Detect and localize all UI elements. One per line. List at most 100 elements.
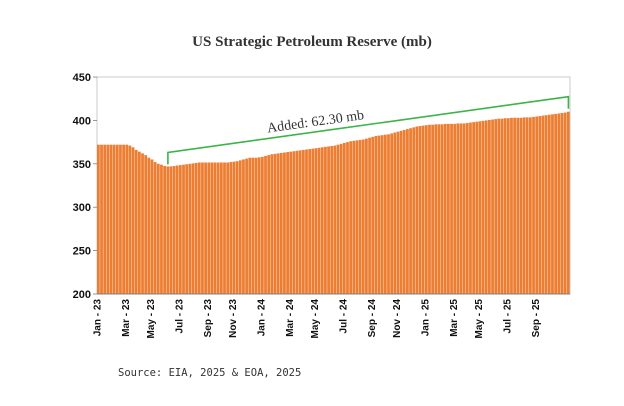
bar bbox=[147, 157, 151, 294]
bar bbox=[560, 113, 564, 295]
bar bbox=[383, 134, 387, 294]
bar bbox=[226, 162, 230, 294]
x-tick-label: Nov - 23 bbox=[228, 299, 239, 338]
bar bbox=[488, 119, 491, 294]
x-tick-label: Sep - 25 bbox=[531, 299, 542, 338]
bar bbox=[314, 148, 318, 294]
bar bbox=[406, 129, 409, 294]
bar bbox=[330, 146, 334, 294]
bar bbox=[295, 150, 299, 294]
bar bbox=[525, 117, 529, 294]
bar bbox=[242, 159, 245, 294]
bar bbox=[352, 140, 356, 294]
bar bbox=[122, 144, 125, 294]
bar bbox=[279, 152, 283, 294]
bar bbox=[333, 145, 337, 294]
bar bbox=[481, 120, 485, 294]
bar bbox=[365, 138, 368, 294]
bar bbox=[535, 116, 539, 295]
bar bbox=[374, 136, 378, 294]
bar-series bbox=[97, 111, 570, 295]
bar bbox=[260, 156, 264, 294]
bar bbox=[516, 117, 520, 294]
bar bbox=[371, 136, 375, 294]
x-tick-label: Jan - 25 bbox=[421, 299, 432, 337]
bar bbox=[469, 122, 472, 294]
bar bbox=[197, 162, 201, 294]
bar bbox=[497, 118, 501, 294]
x-tick-label: May - 24 bbox=[310, 299, 321, 339]
bar bbox=[547, 114, 551, 294]
bar bbox=[172, 165, 176, 294]
bar bbox=[320, 147, 324, 294]
bar bbox=[349, 141, 353, 294]
bar bbox=[292, 151, 296, 294]
bar bbox=[462, 123, 466, 294]
bar bbox=[437, 124, 441, 294]
bar bbox=[399, 130, 403, 294]
bar bbox=[412, 127, 416, 294]
bar bbox=[434, 124, 438, 294]
bar bbox=[119, 144, 122, 294]
bar bbox=[229, 162, 233, 294]
bar bbox=[267, 155, 271, 294]
bar bbox=[557, 113, 561, 295]
bar bbox=[450, 123, 453, 295]
x-tick-label: Jul - 25 bbox=[503, 299, 514, 334]
bar bbox=[270, 154, 274, 294]
bar bbox=[201, 162, 204, 294]
bar bbox=[308, 149, 312, 294]
bar bbox=[544, 115, 548, 294]
bar bbox=[346, 142, 349, 294]
bar bbox=[178, 165, 182, 294]
bar bbox=[554, 113, 557, 294]
bar bbox=[402, 129, 406, 294]
bar bbox=[541, 115, 545, 294]
bar bbox=[500, 118, 504, 294]
bar bbox=[409, 128, 412, 294]
bar bbox=[248, 157, 252, 294]
x-tick-label: May - 23 bbox=[146, 299, 157, 339]
bar bbox=[513, 117, 517, 294]
bar bbox=[185, 164, 189, 294]
bar bbox=[182, 164, 185, 294]
bar bbox=[358, 139, 362, 294]
bar bbox=[286, 152, 289, 294]
bar bbox=[532, 116, 535, 295]
bar bbox=[207, 162, 211, 294]
bar bbox=[251, 157, 255, 294]
bar bbox=[456, 123, 460, 294]
bar bbox=[273, 153, 277, 294]
bar bbox=[522, 117, 526, 294]
bar bbox=[160, 164, 163, 294]
bar bbox=[223, 162, 226, 294]
bar bbox=[491, 119, 494, 294]
bar bbox=[390, 133, 394, 294]
bar bbox=[551, 114, 554, 294]
bar bbox=[529, 117, 532, 294]
bar bbox=[494, 119, 498, 294]
bar bbox=[336, 144, 340, 294]
bar bbox=[475, 121, 479, 294]
y-tick-label: 350 bbox=[73, 159, 91, 171]
bar bbox=[393, 132, 397, 294]
bar bbox=[440, 124, 444, 294]
bar bbox=[257, 157, 261, 294]
bar bbox=[298, 150, 302, 294]
bar bbox=[387, 134, 390, 294]
bar bbox=[188, 163, 192, 294]
bar bbox=[235, 161, 239, 294]
x-tick-label: Sep - 24 bbox=[367, 299, 378, 338]
bar bbox=[238, 160, 242, 294]
bar bbox=[324, 146, 327, 294]
bar bbox=[538, 116, 542, 294]
bar bbox=[289, 151, 293, 294]
bar bbox=[163, 165, 166, 294]
bar bbox=[443, 123, 447, 295]
x-tick-label: Jul - 23 bbox=[175, 299, 186, 334]
bar bbox=[97, 144, 100, 294]
bar bbox=[415, 126, 419, 294]
x-tick-label: May - 25 bbox=[474, 299, 485, 339]
bar bbox=[156, 163, 160, 294]
